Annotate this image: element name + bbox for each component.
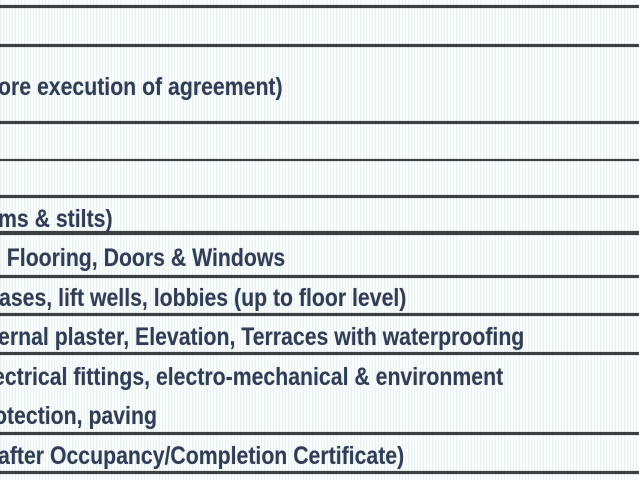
cell-text-agreement: ore execution of agreement) (0, 73, 283, 101)
cell-text-staircases: ases, lift wells, lobbies (up to floor l… (0, 284, 407, 312)
cell-text-flooring: , Flooring, Doors & Windows (0, 244, 286, 272)
table-grid-line (0, 5, 639, 8)
cell-text-occupancy: after Occupancy/Completion Certificate) (0, 442, 405, 470)
cell-text-electrical-line2: otection, paving (0, 402, 157, 430)
table-grid-line (0, 121, 639, 124)
cell-text-plaster: ernal plaster, Elevation, Terraces with … (0, 323, 525, 351)
cell-text-stilts: ms & stilts) (0, 205, 113, 233)
table-grid-line (0, 471, 639, 474)
table-grid-line (0, 352, 639, 355)
table-grid-line (0, 44, 639, 47)
cell-text-electrical-line1: ectrical fittings, electro-mechanical & … (0, 363, 504, 391)
table-grid-line (0, 432, 639, 435)
table-grid-line (0, 313, 639, 316)
table-grid-line (0, 195, 639, 198)
table-grid-line (0, 231, 639, 235)
table-grid-line (0, 275, 639, 278)
table-grid-line (0, 159, 639, 161)
